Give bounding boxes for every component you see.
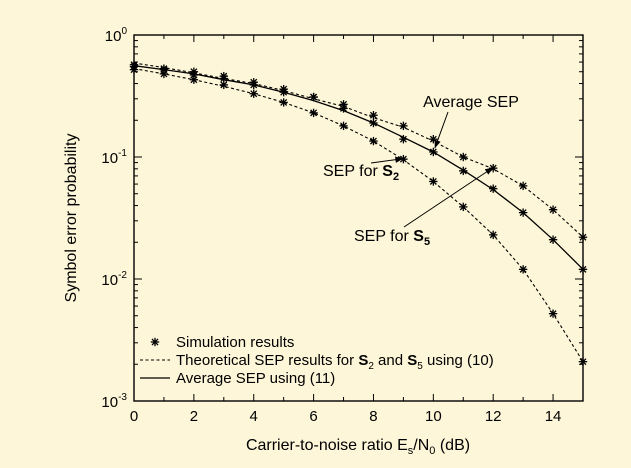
marker-layer — [129, 60, 588, 366]
sim-marker-s4-7 — [339, 104, 348, 113]
sim-marker-s5-13 — [518, 265, 528, 274]
sim-marker-s3-9 — [399, 121, 408, 131]
sim-marker-s5-7 — [339, 121, 348, 131]
x-axis-label: Carrier-to-noise ratio Es/N0 (dB) — [246, 437, 470, 457]
average-sep-curve-1 — [133, 65, 584, 270]
theoretical-sep-curve-0 — [133, 62, 584, 238]
y-tick-label--2: 10-2 — [101, 270, 127, 289]
legend: Simulation results Theoretical SEP resul… — [140, 334, 494, 387]
sim-marker-s4-12 — [489, 184, 498, 193]
sim-marker-s3-11 — [459, 152, 468, 162]
sim-marker-s3-8 — [369, 111, 378, 120]
sim-marker-s5-12 — [489, 230, 498, 240]
x-tick-label-4: 4 — [250, 408, 258, 425]
sim-marker-s5-3 — [219, 80, 228, 90]
sim-marker-s5-14 — [548, 309, 558, 318]
annotation-average-sep: Average SEP — [423, 94, 519, 111]
x-tick-label-8: 8 — [369, 408, 377, 425]
sim-marker-s4-11 — [459, 166, 468, 176]
sim-marker-s5-8 — [369, 136, 378, 146]
y-tick-label--3: 10-3 — [101, 392, 127, 411]
annotation-sep-s2: SEP for S2 — [323, 163, 399, 183]
sim-marker-s4-14 — [548, 235, 558, 244]
sim-marker-s5-10 — [429, 177, 438, 186]
sim-marker-s5-4 — [249, 89, 258, 98]
x-tick-label-0: 0 — [130, 408, 138, 425]
sim-marker-s3-13 — [518, 181, 528, 191]
sim-marker-s4-13 — [518, 208, 528, 217]
theoretical-sep-curve-2 — [133, 68, 584, 362]
x-tick-label-10: 10 — [425, 408, 442, 425]
sim-marker-s4-6 — [309, 92, 318, 102]
sim-marker-s4-10 — [429, 147, 438, 157]
sim-marker-s5-6 — [309, 108, 318, 118]
sim-marker-s5-11 — [459, 202, 468, 212]
y-tick-label-0: 100 — [105, 26, 128, 45]
sim-marker-s5-2 — [189, 75, 199, 84]
sim-marker-s4-3 — [219, 74, 228, 83]
annotation-arrowhead-1 — [395, 156, 404, 163]
annotation-arrow-2 — [403, 167, 494, 228]
sim-marker-s5-1 — [159, 69, 169, 79]
annotation-layer: Average SEP SEP for S2 SEP for S5 — [323, 94, 519, 248]
series-layer — [133, 62, 584, 362]
tick-layer: 0 2 4 6 8 10 12 14 100 10-1 10-2 10-3 — [101, 26, 584, 425]
sim-marker-s4-8 — [369, 118, 378, 128]
annotation-sep-s5: SEP for S5 — [354, 228, 430, 248]
x-tick-label-14: 14 — [545, 408, 562, 425]
plot-frame — [133, 34, 584, 402]
annotation-arrowhead-0 — [434, 139, 441, 149]
y-tick-label--1: 10-1 — [101, 148, 127, 167]
sim-marker-s4-5 — [279, 87, 288, 97]
sim-marker-s5-5 — [279, 98, 288, 107]
sim-marker-s4-9 — [399, 134, 408, 144]
legend-label-theoretical: Theoretical SEP results for S2 and S5 us… — [176, 352, 494, 372]
y-axis-label: Symbol error probability — [63, 134, 80, 303]
x-tick-label-2: 2 — [190, 408, 198, 425]
legend-label-simulation: Simulation results — [176, 334, 294, 351]
sim-marker-s4-4 — [249, 80, 258, 90]
legend-label-average: Average SEP using (11) — [176, 370, 335, 387]
annotation-arrowhead-2 — [484, 167, 494, 175]
legend-marker-simulation — [150, 337, 160, 347]
x-tick-label-6: 6 — [309, 408, 317, 425]
x-tick-label-12: 12 — [485, 408, 502, 425]
sim-marker-s3-14 — [548, 205, 558, 214]
